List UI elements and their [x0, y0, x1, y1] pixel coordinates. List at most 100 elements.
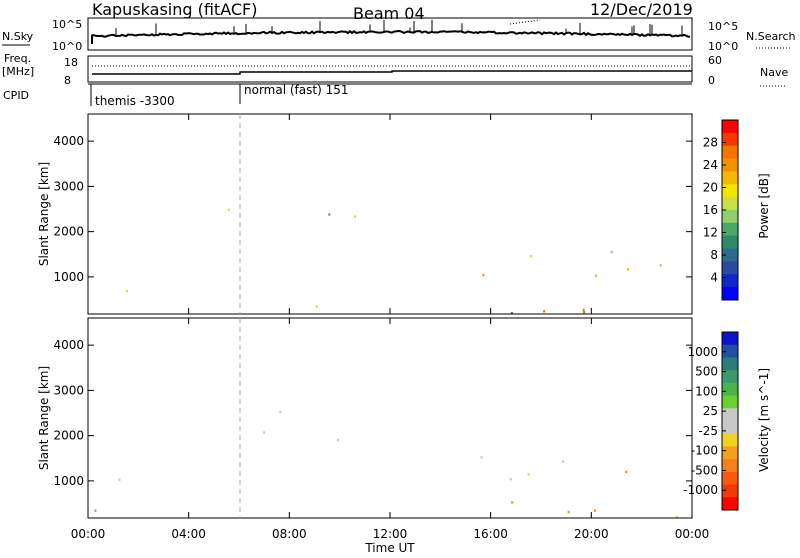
x-tick-label: 00:00: [675, 527, 710, 541]
nsky-spikes: [115, 19, 683, 37]
colorbar-segment: [722, 370, 738, 384]
colorbar-tick-label: 100: [695, 384, 718, 398]
colorbar-tick-label: -25: [698, 424, 718, 438]
echo-cell: [328, 213, 331, 216]
cpid-panel: CPID themis -3300 normal (fast) 151: [3, 83, 692, 108]
colorbar-segment: [722, 184, 738, 198]
colorbar-segment: [722, 210, 738, 224]
echo-cell: [509, 478, 512, 481]
freq-panel: Freq. [MHz] 18 8 60 0 Nave: [2, 52, 788, 87]
colorbar-frame: [721, 331, 739, 511]
colorbar-segment: [722, 357, 738, 371]
power-colorbar-label: Power [dB]: [757, 173, 771, 238]
echo-cell: [511, 501, 514, 504]
cpid-mode-normal: normal (fast) 151: [244, 83, 348, 97]
colorbar-tick-label: 500: [695, 365, 718, 379]
freq-frame: [87, 55, 693, 83]
colorbar-tick-label: 1000: [687, 345, 718, 359]
colorbar-segment: [722, 497, 738, 511]
echo-cell: [543, 310, 546, 313]
nsearch-trace: [509, 19, 541, 25]
nsky-right-tick-top: 10^5: [708, 20, 738, 33]
nsearch-label: N.Search: [746, 30, 796, 43]
nsky-left-tick-top: 10^5: [52, 18, 82, 31]
colorbar-segment: [722, 446, 738, 460]
colorbar-segment: [722, 171, 738, 185]
freq-unit-label: [MHz]: [2, 65, 34, 78]
echo-cell: [626, 268, 629, 271]
y-tick-label: 2000: [53, 225, 84, 239]
y-tick-label: 2000: [53, 429, 84, 443]
colorbar-tick-label: 12: [703, 226, 718, 240]
echo-cell: [482, 273, 485, 277]
colorbar-segment: [722, 459, 738, 473]
colorbar-segment: [722, 471, 738, 486]
cpid-label: CPID: [3, 89, 29, 102]
echo-cell: [354, 215, 357, 218]
nsky-trace: [91, 29, 691, 44]
x-tick-label: 04:00: [171, 527, 206, 541]
echo-cell: [610, 250, 613, 254]
colorbar-segment: [722, 261, 738, 275]
y-tick-label: 1000: [53, 474, 84, 488]
echo-cell: [582, 308, 585, 312]
y-tick-label: 4000: [53, 134, 84, 148]
colorbar-segment: [722, 408, 738, 422]
colorbar-tick-label: 28: [703, 136, 718, 150]
power-panel: 1000 2000 3000 4000 Slant Range [km] 28 24 20…: [37, 113, 771, 315]
freq-left-tick-bottom: 8: [64, 74, 71, 87]
echo-cell: [567, 510, 570, 514]
nsky-label: N.Sky: [2, 30, 34, 43]
velocity-panel: 1000 2000 3000 4000 Slant Range [km] 1000 50…: [37, 317, 771, 519]
echo-cell: [625, 470, 628, 474]
colorbar-segment: [722, 235, 738, 250]
echo-cell: [562, 460, 564, 463]
colorbar-segment: [722, 222, 738, 237]
colorbar-tick-label: -100: [691, 444, 718, 458]
echo-cell: [595, 274, 598, 277]
freq-right-tick-top: 60: [708, 54, 722, 67]
cpid-mode-themis: themis -3300: [95, 94, 175, 108]
colorbar-segment: [722, 274, 738, 288]
colorbar-segment: [722, 145, 738, 160]
colorbar-segment: [722, 158, 738, 172]
colorbar-tick-label: 20: [703, 181, 718, 195]
echo-cell: [583, 311, 586, 314]
x-axis-label: Time UT: [364, 541, 415, 554]
colorbar-segment: [722, 344, 738, 358]
echo-cell: [530, 254, 532, 258]
colorbar-segment: [722, 421, 738, 435]
colorbar-tick-label: -1000: [683, 483, 718, 497]
velocity-y-ticks: 1000 2000 3000 4000: [53, 338, 692, 488]
echo-cell: [315, 305, 318, 308]
echo-cell: [125, 289, 128, 293]
nsky-right-tick-bottom: 10^0: [708, 40, 738, 53]
x-tick-label: 08:00: [272, 527, 307, 541]
echo-cell: [480, 456, 483, 459]
power-y-axis-label: Slant Range [km]: [37, 162, 51, 266]
colorbar-segment: [722, 484, 738, 498]
colorbar-segment: [722, 382, 738, 397]
freq-label: Freq.: [4, 52, 31, 65]
freq-left-tick-top: 18: [64, 56, 78, 69]
colorbar-segment: [722, 248, 738, 262]
velocity-colorbar: 1000 500 100 25 -25 -100 -500 -1000: [683, 331, 739, 511]
colorbar-segment: [722, 120, 738, 134]
colorbar-segment: [722, 197, 738, 211]
velocity-echo-cells: [94, 410, 678, 519]
power-colorbar: 28 24 20 16 12 8 4: [703, 119, 739, 301]
echo-cell: [675, 515, 678, 519]
velocity-frame: [87, 317, 693, 519]
y-tick-label: 1000: [53, 270, 84, 284]
power-echo-cells: [125, 208, 662, 315]
nsky-panel: N.Sky 10^5 10^0 10^5 10^0 N.Search: [2, 17, 796, 53]
beam-title: Beam 04: [353, 4, 425, 23]
echo-cell: [279, 410, 282, 414]
y-tick-label: 3000: [53, 179, 84, 193]
colorbar-tick-label: 24: [703, 158, 718, 172]
x-tick-label: 20:00: [574, 527, 609, 541]
colorbar-segment: [722, 433, 738, 447]
echo-cell: [527, 473, 530, 476]
x-tick-label: 00:00: [71, 527, 106, 541]
